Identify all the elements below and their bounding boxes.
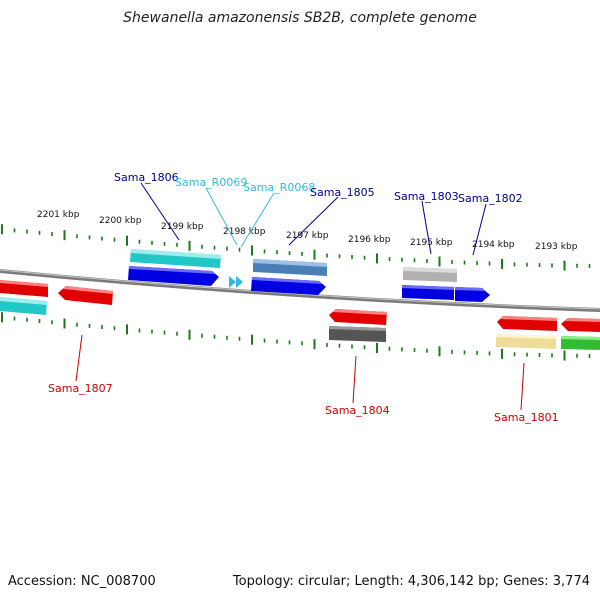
gene-block-green-right-edge[interactable] [561,336,600,350]
inner-tick-ring [1,312,591,361]
gene-label-sama-1805[interactable]: Sama_1805 [310,186,375,199]
accession-label: Accession: NC_008700 [8,574,156,589]
scale-label: 2198 kbp [223,227,266,237]
gene-arrow-red-1801a[interactable] [497,316,557,331]
scale-label: 2201 kbp [37,210,80,220]
genome-backbone [0,269,600,312]
gene-arrow-sama-1803[interactable] [402,285,454,300]
gene-arrow-red-right-edge[interactable] [561,318,600,332]
gene-arrow-sama-1802[interactable] [455,287,490,302]
label-leaders [75,182,525,411]
gene-arrow-sama-1807[interactable] [58,286,113,305]
page-title: Shewanella amazonensis SB2B, complete ge… [123,10,477,26]
gene-label-sama-1802[interactable]: Sama_1802 [458,192,523,205]
gene-block-sama-1805[interactable] [253,259,327,276]
gene-arrow-red-left-edge[interactable] [0,280,48,297]
gene-block-cyan-left-edge[interactable] [0,297,47,315]
scale-label: 2193 kbp [535,242,578,252]
gene-block-sama-1804-dark[interactable] [329,326,386,342]
scale-label: 2197 kbp [286,231,329,241]
scale-label: 2196 kbp [348,235,391,245]
scale-label: 2200 kbp [99,216,142,226]
rna-label-sama-r0069[interactable]: Sama_R0069 [175,176,247,189]
gene-block-grey-upper[interactable] [403,267,457,282]
scale-label: 2195 kbp [410,238,453,248]
scale-label: 2199 kbp [161,222,204,232]
rna-label-sama-r0068[interactable]: Sama_R0068 [243,181,315,194]
rna-marker-sama-r0069[interactable] [229,276,243,288]
gene-label-sama-1801[interactable]: Sama_1801 [494,411,559,424]
gene-label-sama-1804[interactable]: Sama_1804 [325,404,390,417]
outer-tick-ring [1,224,591,271]
scale-label: 2194 kbp [472,240,515,250]
gene-block-sama-1806[interactable] [130,249,221,268]
gene-label-sama-1806[interactable]: Sama_1806 [114,171,179,184]
gene-label-sama-1807[interactable]: Sama_1807 [48,382,113,395]
gene-arrow-blue-2[interactable] [251,277,326,295]
gene-arrow-blue-1[interactable] [128,266,219,286]
gene-label-sama-1803[interactable]: Sama_1803 [394,190,459,203]
gene-arrow-sama-1804[interactable] [329,309,387,325]
topology-label: Topology: circular; Length: 4,306,142 bp… [232,574,590,589]
gene-block-sama-1801[interactable] [496,334,556,349]
